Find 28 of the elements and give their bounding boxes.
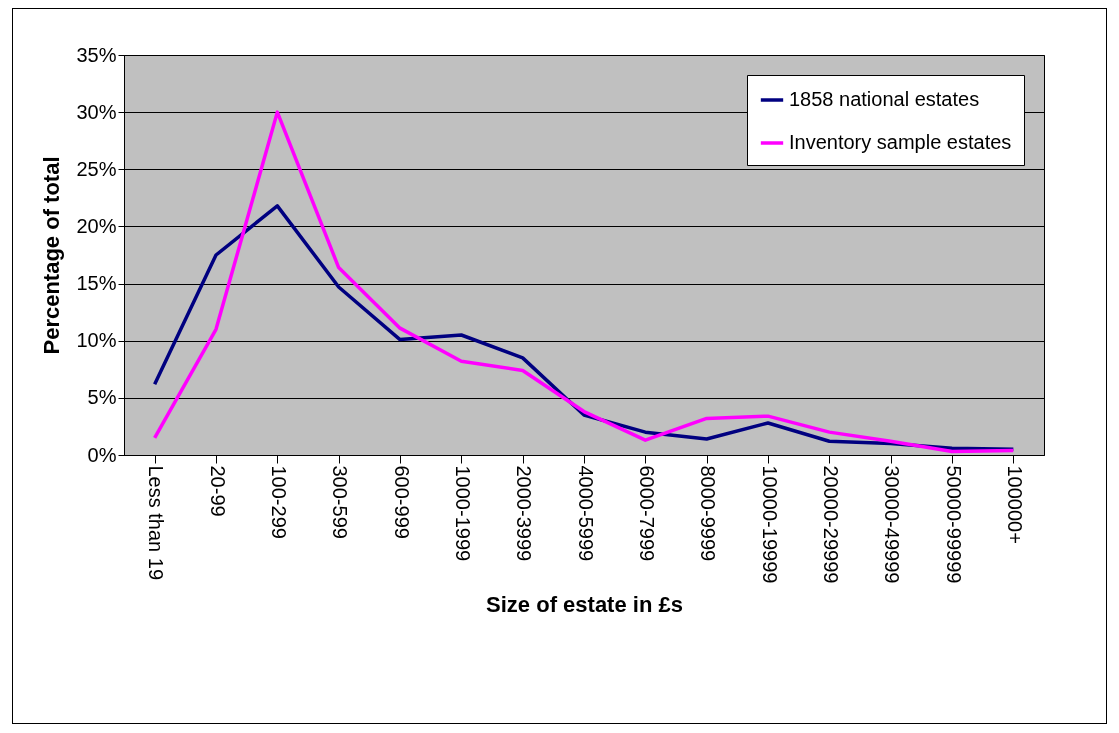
x-tick-label: 10000-19999 xyxy=(758,465,781,584)
x-tick-label: 600-999 xyxy=(390,465,413,539)
x-tick-label: 100-299 xyxy=(267,465,290,539)
x-tick-label: 2000-3999 xyxy=(513,465,536,562)
y-tick-label: 5% xyxy=(87,386,117,409)
x-tick-label: 20000-29999 xyxy=(819,465,842,584)
x-tick-label: 30000-49999 xyxy=(881,465,904,584)
x-tick-label: 1000-1999 xyxy=(451,465,474,562)
y-tick-label: 20% xyxy=(76,214,117,237)
x-tick-label: 8000-9999 xyxy=(697,465,720,562)
y-tick-label: 15% xyxy=(76,272,117,295)
legend-label: Inventory sample estates xyxy=(789,131,1012,153)
y-tick-label: 10% xyxy=(76,329,117,352)
y-tick-label: 35% xyxy=(76,43,117,66)
y-tick-label: 30% xyxy=(76,100,117,123)
y-tick-label: 0% xyxy=(87,443,117,466)
x-tick-label: Less than 19 xyxy=(145,465,168,581)
y-tick-label: 25% xyxy=(76,157,117,180)
legend-label: 1858 national estates xyxy=(789,88,980,110)
x-axis-title: Size of estate in £s xyxy=(486,592,683,618)
line-series xyxy=(152,110,1016,454)
x-tick-label: 4000-5999 xyxy=(574,465,597,562)
x-tick-label: 300-599 xyxy=(329,465,352,539)
y-axis-title: Percentage of total xyxy=(39,156,65,355)
x-tick-label: 20-99 xyxy=(206,465,229,517)
x-tick-label: 100000+ xyxy=(1003,465,1026,544)
x-tick-label: 6000-7999 xyxy=(635,465,658,562)
x-tick-label: 50000-99999 xyxy=(942,465,965,584)
